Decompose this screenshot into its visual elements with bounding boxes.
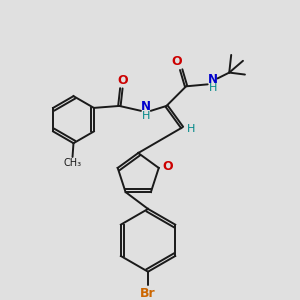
Text: N: N (208, 73, 218, 86)
Text: O: O (171, 55, 181, 68)
Text: Br: Br (140, 287, 156, 300)
Text: H: H (142, 111, 150, 121)
Text: N: N (141, 100, 151, 113)
Text: H: H (208, 83, 217, 93)
Text: CH₃: CH₃ (63, 158, 82, 168)
Text: O: O (162, 160, 173, 173)
Text: H: H (187, 124, 195, 134)
Text: O: O (117, 74, 128, 87)
